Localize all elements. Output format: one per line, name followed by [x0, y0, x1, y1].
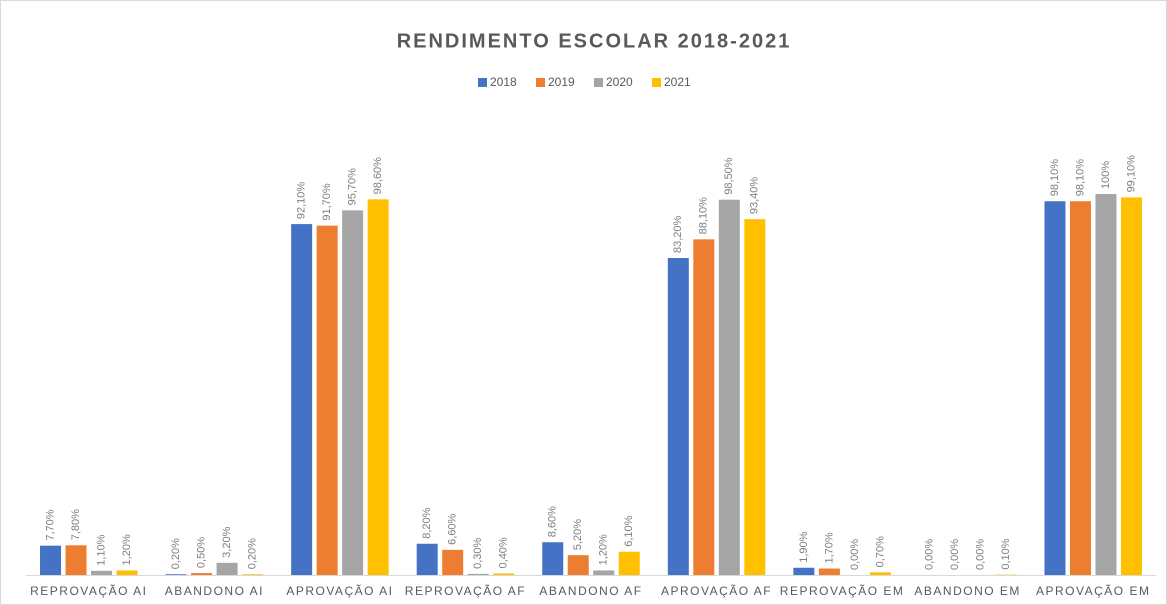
- data-label: 1,20%: [598, 534, 610, 565]
- bar: [116, 570, 138, 575]
- bar: [693, 239, 715, 576]
- bar: [242, 574, 264, 575]
- data-label: 1,90%: [798, 531, 810, 562]
- data-label: 100%: [1100, 161, 1112, 189]
- data-label: 0,00%: [949, 539, 961, 570]
- chart-title: RENDIMENTO ESCOLAR 2018-2021: [397, 30, 792, 52]
- legend-swatch: [652, 78, 661, 87]
- bar: [793, 567, 815, 575]
- bar: [1044, 201, 1066, 575]
- data-label: 0,00%: [923, 539, 935, 570]
- x-tick-label: REPROVAÇÃO AI: [30, 584, 147, 598]
- x-tick-label: APROVAÇÃO EM: [1036, 584, 1150, 598]
- data-label: 8,60%: [547, 506, 559, 537]
- x-tick-label: APROVAÇÃO AI: [286, 584, 393, 598]
- data-label: 1,20%: [121, 534, 133, 565]
- data-label: 0,70%: [874, 536, 886, 567]
- data-label: 1,70%: [823, 532, 835, 563]
- x-tick-label: REPROVAÇÃO AF: [405, 584, 526, 598]
- bar: [442, 549, 464, 575]
- legend-swatch: [478, 78, 487, 87]
- bar: [493, 573, 515, 575]
- data-label: 0,10%: [1000, 538, 1012, 569]
- data-label: 98,10%: [1049, 159, 1061, 197]
- data-label: 6,60%: [447, 513, 459, 544]
- legend-swatch: [594, 78, 603, 87]
- bar: [367, 199, 389, 576]
- data-label: 3,20%: [221, 526, 233, 557]
- bar: [593, 570, 615, 575]
- data-label: 99,10%: [1125, 155, 1137, 193]
- bar: [567, 555, 589, 575]
- data-label: 83,20%: [672, 215, 684, 253]
- bar: [1095, 194, 1117, 575]
- bar: [316, 225, 338, 576]
- bar: [216, 562, 238, 575]
- data-label: 0,00%: [974, 539, 986, 570]
- bar: [744, 219, 766, 575]
- bar: [191, 573, 213, 575]
- data-label: 98,50%: [723, 157, 735, 195]
- data-label: 7,70%: [44, 509, 56, 540]
- data-label: 92,10%: [296, 182, 308, 220]
- bar: [65, 545, 87, 575]
- data-label: 0,30%: [472, 537, 484, 568]
- bar: [342, 210, 364, 575]
- x-tick-label: REPROVAÇÃO EM: [780, 584, 905, 598]
- bar: [91, 570, 113, 575]
- data-label: 0,20%: [246, 538, 258, 569]
- data-label: 0,40%: [498, 537, 510, 568]
- legend-swatch: [536, 78, 545, 87]
- data-label: 93,40%: [749, 177, 761, 215]
- bar: [718, 199, 740, 575]
- data-label: 1,10%: [95, 534, 107, 565]
- data-label: 8,20%: [421, 507, 433, 538]
- data-label: 7,80%: [70, 509, 82, 540]
- data-label: 6,10%: [623, 515, 635, 546]
- bar: [291, 224, 313, 575]
- x-tick-label: ABANDONO AI: [165, 584, 264, 598]
- bar: [1069, 201, 1091, 575]
- bar: [467, 573, 489, 575]
- bar: [1120, 197, 1142, 575]
- data-label: 98,10%: [1074, 159, 1086, 197]
- x-tick-label: APROVAÇÃO AF: [661, 584, 772, 598]
- x-tick-label: ABANDONO EM: [914, 584, 1021, 598]
- x-tick-label: ABANDONO AF: [539, 584, 642, 598]
- data-label: 88,10%: [698, 197, 710, 235]
- legend-label: 2020: [606, 75, 633, 89]
- bar: [416, 543, 438, 575]
- bar: [667, 258, 689, 575]
- bar: [869, 572, 891, 575]
- data-label: 5,20%: [572, 519, 584, 550]
- bar: [818, 568, 840, 575]
- bar: [542, 542, 564, 575]
- legend-label: 2019: [548, 75, 575, 89]
- data-label: 98,60%: [372, 157, 384, 195]
- data-label: 0,50%: [195, 537, 207, 568]
- legend-label: 2021: [664, 75, 691, 89]
- data-label: 0,20%: [170, 538, 182, 569]
- bar: [618, 551, 640, 575]
- legend-label: 2018: [490, 75, 517, 89]
- data-label: 95,70%: [347, 168, 359, 206]
- data-label: 91,70%: [321, 183, 333, 221]
- bar: [40, 545, 62, 575]
- bar: [165, 574, 187, 575]
- data-label: 0,00%: [849, 539, 861, 570]
